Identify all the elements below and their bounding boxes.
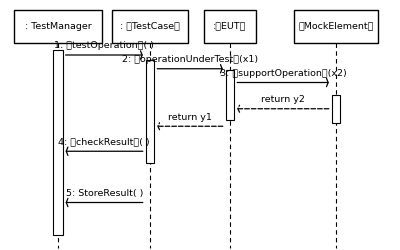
Text: 3: 〈supportOperation〉(x2): 3: 〈supportOperation〉(x2) xyxy=(220,69,346,78)
Bar xyxy=(294,10,378,42)
Text: : TestManager: : TestManager xyxy=(25,22,91,31)
Bar xyxy=(332,95,340,122)
Bar xyxy=(226,70,234,120)
Bar xyxy=(112,10,188,42)
Bar xyxy=(14,10,102,42)
Text: 5: StoreResult( ): 5: StoreResult( ) xyxy=(66,189,143,198)
Text: 2: 〈operationUnderTest〉(x1): 2: 〈operationUnderTest〉(x1) xyxy=(122,55,258,64)
Bar xyxy=(146,60,154,162)
Text: 〈MockElement〉: 〈MockElement〉 xyxy=(298,22,374,31)
Text: 4: 〈checkResult〉( ): 4: 〈checkResult〉( ) xyxy=(58,138,150,147)
Bar xyxy=(53,50,63,235)
Text: 1: 〈testOperation〉( ): 1: 〈testOperation〉( ) xyxy=(54,42,154,50)
Bar xyxy=(204,10,256,42)
Text: :〈EUT〉: :〈EUT〉 xyxy=(213,22,247,31)
Text: : 〈TestCase〉: : 〈TestCase〉 xyxy=(120,22,180,31)
Text: return y1: return y1 xyxy=(168,113,212,122)
Text: return y2: return y2 xyxy=(261,95,305,104)
